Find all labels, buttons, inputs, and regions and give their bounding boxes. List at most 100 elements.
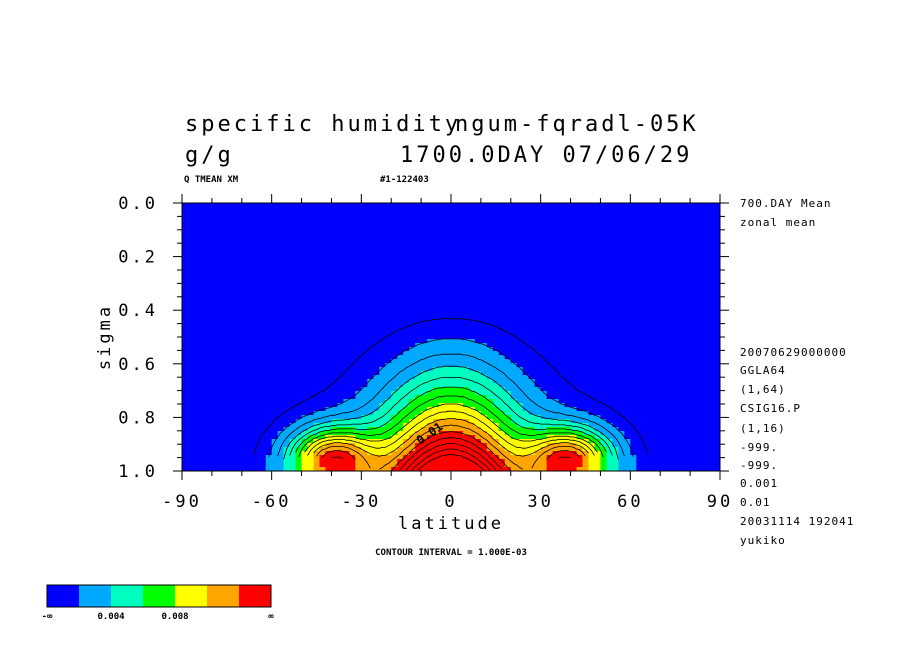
field-cell: [486, 387, 494, 392]
field-cell: [433, 375, 440, 380]
field-cell: [307, 203, 315, 208]
field-cell: [265, 311, 273, 316]
field-cell: [205, 407, 213, 412]
field-cell: [277, 415, 285, 420]
field-cell: [217, 423, 225, 428]
field-cell: [193, 427, 201, 432]
field-cell: [462, 299, 470, 304]
field-cell: [403, 439, 410, 444]
field-cell: [409, 311, 416, 316]
field-cell: [391, 431, 398, 436]
field-cell: [409, 427, 416, 432]
field-cell: [337, 267, 344, 272]
field-cell: [540, 463, 548, 468]
field-cell: [325, 415, 333, 420]
field-cell: [445, 283, 452, 288]
field-cell: [229, 455, 237, 460]
field-cell: [480, 291, 488, 296]
field-cell: [241, 343, 249, 348]
field-cell: [480, 235, 488, 240]
field-cell: [229, 415, 237, 420]
field-cell: [445, 371, 452, 376]
field-cell: [462, 215, 470, 220]
field-cell: [612, 383, 619, 388]
field-cell: [397, 359, 404, 364]
field-cell: [277, 347, 285, 352]
field-cell: [480, 339, 488, 344]
field-cell: [259, 395, 267, 400]
field-cell: [451, 415, 458, 420]
field-cell: [229, 323, 237, 328]
field-cell: [307, 211, 315, 216]
field-cell: [588, 271, 596, 276]
field-cell: [486, 403, 494, 408]
field-cell: [480, 299, 488, 304]
field-cell: [624, 211, 631, 216]
field-cell: [409, 303, 416, 308]
field-cell: [337, 235, 344, 240]
field-cell: [606, 419, 613, 424]
field-cell: [618, 459, 625, 464]
field-cell: [540, 311, 548, 316]
field-cell: [325, 351, 333, 356]
field-cell: [391, 263, 398, 268]
field-cell: [492, 343, 500, 348]
field-cell: [265, 263, 273, 268]
field-cell: [391, 355, 398, 360]
field-cell: [253, 439, 261, 444]
field-cell: [367, 407, 374, 412]
field-cell: [391, 255, 398, 260]
field-cell: [193, 235, 201, 240]
field-cell: [193, 459, 201, 464]
field-cell: [343, 391, 350, 396]
field-cell: [223, 251, 231, 256]
field-cell: [409, 307, 416, 312]
field-cell: [223, 387, 231, 392]
field-cell: [373, 379, 380, 384]
field-cell: [331, 323, 339, 328]
field-cell: [564, 295, 572, 300]
field-cell: [319, 447, 327, 452]
field-cell: [498, 239, 506, 244]
field-cell: [319, 443, 327, 448]
field-cell: [343, 323, 350, 328]
field-cell: [498, 427, 506, 432]
field-cell: [289, 315, 297, 320]
field-cell: [199, 331, 207, 336]
field-cell: [187, 359, 195, 364]
field-cell: [193, 219, 201, 224]
field-cell: [379, 351, 386, 356]
field-cell: [540, 243, 548, 248]
field-cell: [534, 311, 542, 316]
field-cell: [409, 435, 416, 440]
field-cell: [355, 303, 362, 308]
field-cell: [606, 343, 613, 348]
field-cell: [427, 219, 434, 224]
field-cell: [187, 283, 195, 288]
field-cell: [349, 295, 356, 300]
field-cell: [618, 443, 625, 448]
field-cell: [576, 303, 584, 308]
field-cell: [618, 351, 625, 356]
field-cell: [510, 367, 518, 372]
field-cell: [295, 351, 303, 356]
field-cell: [498, 211, 506, 216]
field-cell: [265, 219, 273, 224]
field-cell: [235, 383, 243, 388]
field-cell: [421, 247, 428, 252]
field-cell: [546, 415, 554, 420]
field-cell: [445, 419, 452, 424]
field-cell: [271, 263, 279, 268]
field-cell: [558, 311, 566, 316]
field-cell: [600, 331, 608, 336]
field-cell: [516, 371, 524, 376]
field-cell: [337, 255, 344, 260]
field-cell: [588, 283, 596, 288]
field-cell: [253, 415, 261, 420]
field-cell: [259, 207, 267, 212]
field-cell: [295, 467, 303, 471]
field-cell: [415, 319, 422, 324]
field-cell: [289, 399, 297, 404]
field-cell: [594, 291, 602, 296]
field-cell: [235, 427, 243, 432]
